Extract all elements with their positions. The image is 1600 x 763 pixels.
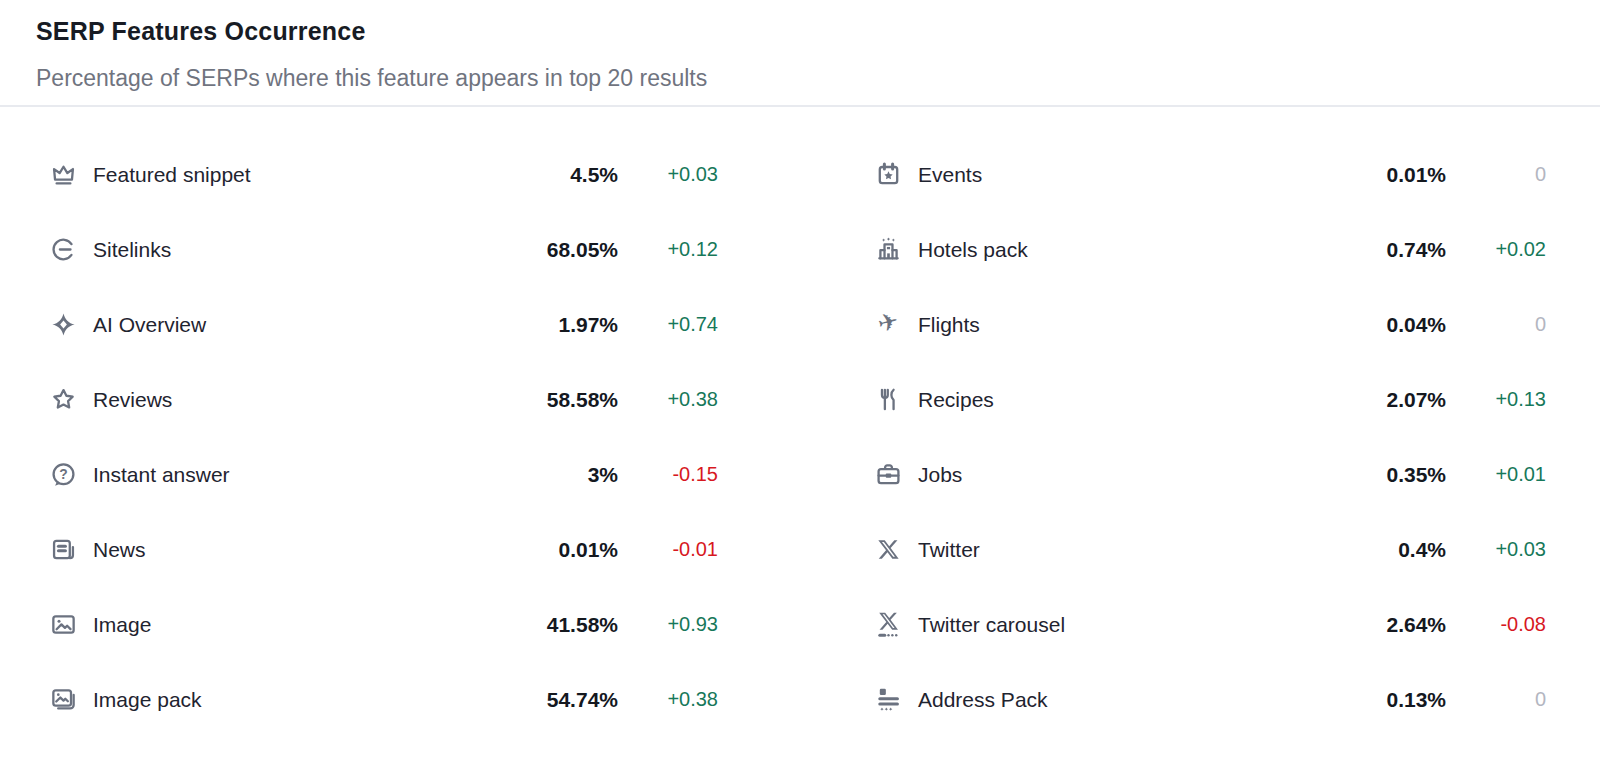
feature-percentage: 68.05% [547,238,618,262]
feature-percentage: 2.07% [1386,388,1446,412]
feature-percentage: 0.35% [1386,463,1446,487]
feature-label: Recipes [918,388,1386,412]
feature-percentage: 4.5% [570,163,618,187]
feature-percentage: 2.64% [1386,613,1446,637]
feature-label: Address Pack [918,688,1386,712]
serp-features-list: Featured snippet 4.5% +0.03 Sitelinks 68… [0,107,1600,737]
feature-change: +0.93 [618,613,718,636]
feature-label: Image [93,613,547,637]
feature-label: Instant answer [93,463,588,487]
feature-change: +0.38 [618,388,718,411]
feature-label: Reviews [93,388,547,412]
twitter-carousel-icon [873,610,903,640]
feature-label: Hotels pack [918,238,1386,262]
recipes-icon [873,385,903,415]
image-pack-icon [48,685,78,715]
feature-percentage: 0.01% [558,538,618,562]
feature-label: Twitter [918,538,1398,562]
feature-percentage: 54.74% [547,688,618,712]
flights-icon: ✈ [873,310,903,340]
featured-snippet-icon [48,160,78,190]
feature-change: 0 [1446,313,1546,336]
row-instant-answer: ? Instant answer 3% -0.15 [48,437,718,512]
feature-change: +0.13 [1446,388,1546,411]
row-image: Image 41.58% +0.93 [48,587,718,662]
feature-percentage: 58.58% [547,388,618,412]
feature-change: +0.02 [1446,238,1546,261]
row-image-pack: Image pack 54.74% +0.38 [48,662,718,737]
row-jobs: Jobs 0.35% +0.01 [873,437,1546,512]
row-ai-overview: AI Overview 1.97% +0.74 [48,287,718,362]
row-flights: ✈ Flights 0.04% 0 [873,287,1546,362]
feature-label: Featured snippet [93,163,570,187]
feature-label: Twitter carousel [918,613,1386,637]
serp-features-widget: SERP Features Occurrence Percentage of S… [0,0,1600,763]
feature-percentage: 0.01% [1386,163,1446,187]
feature-percentage: 0.13% [1386,688,1446,712]
feature-change: -0.01 [618,538,718,561]
instant-answer-icon: ? [48,460,78,490]
row-address-pack: Address Pack 0.13% 0 [873,662,1546,737]
row-recipes: Recipes 2.07% +0.13 [873,362,1546,437]
feature-percentage: 1.97% [558,313,618,337]
feature-percentage: 3% [588,463,618,487]
svg-text:✈: ✈ [874,310,900,339]
widget-subtitle: Percentage of SERPs where this feature a… [36,63,1564,93]
feature-change: +0.03 [1446,538,1546,561]
row-featured-snippet: Featured snippet 4.5% +0.03 [48,137,718,212]
address-pack-icon [873,685,903,715]
row-news: News 0.01% -0.01 [48,512,718,587]
reviews-icon [48,385,78,415]
feature-label: Jobs [918,463,1386,487]
svg-text:?: ? [59,466,67,482]
row-reviews: Reviews 58.58% +0.38 [48,362,718,437]
news-icon [48,535,78,565]
events-icon [873,160,903,190]
feature-change: +0.74 [618,313,718,336]
row-twitter: Twitter 0.4% +0.03 [873,512,1546,587]
widget-title: SERP Features Occurrence [36,15,1564,47]
ai-overview-icon [48,310,78,340]
row-hotels-pack: Hotels pack 0.74% +0.02 [873,212,1546,287]
widget-header: SERP Features Occurrence Percentage of S… [0,0,1600,107]
image-icon [48,610,78,640]
feature-change: +0.03 [618,163,718,186]
feature-label: AI Overview [93,313,558,337]
twitter-icon [873,535,903,565]
feature-percentage: 0.04% [1386,313,1446,337]
feature-percentage: 41.58% [547,613,618,637]
row-twitter-carousel: Twitter carousel 2.64% -0.08 [873,587,1546,662]
feature-change: -0.15 [618,463,718,486]
jobs-icon [873,460,903,490]
feature-label: Sitelinks [93,238,547,262]
feature-percentage: 0.4% [1398,538,1446,562]
feature-change: 0 [1446,163,1546,186]
feature-percentage: 0.74% [1386,238,1446,262]
feature-label: Events [918,163,1386,187]
row-sitelinks: Sitelinks 68.05% +0.12 [48,212,718,287]
feature-label: Image pack [93,688,547,712]
sitelinks-icon [48,235,78,265]
feature-label: News [93,538,558,562]
feature-change: +0.38 [618,688,718,711]
hotels-pack-icon [873,235,903,265]
feature-change: -0.08 [1446,613,1546,636]
feature-label: Flights [918,313,1386,337]
feature-change: +0.12 [618,238,718,261]
feature-change: 0 [1446,688,1546,711]
features-column-right: Events 0.01% 0 Hotels pack 0.74% +0.02 ✈… [873,137,1546,737]
feature-change: +0.01 [1446,463,1546,486]
features-column-left: Featured snippet 4.5% +0.03 Sitelinks 68… [48,137,718,737]
row-events: Events 0.01% 0 [873,137,1546,212]
